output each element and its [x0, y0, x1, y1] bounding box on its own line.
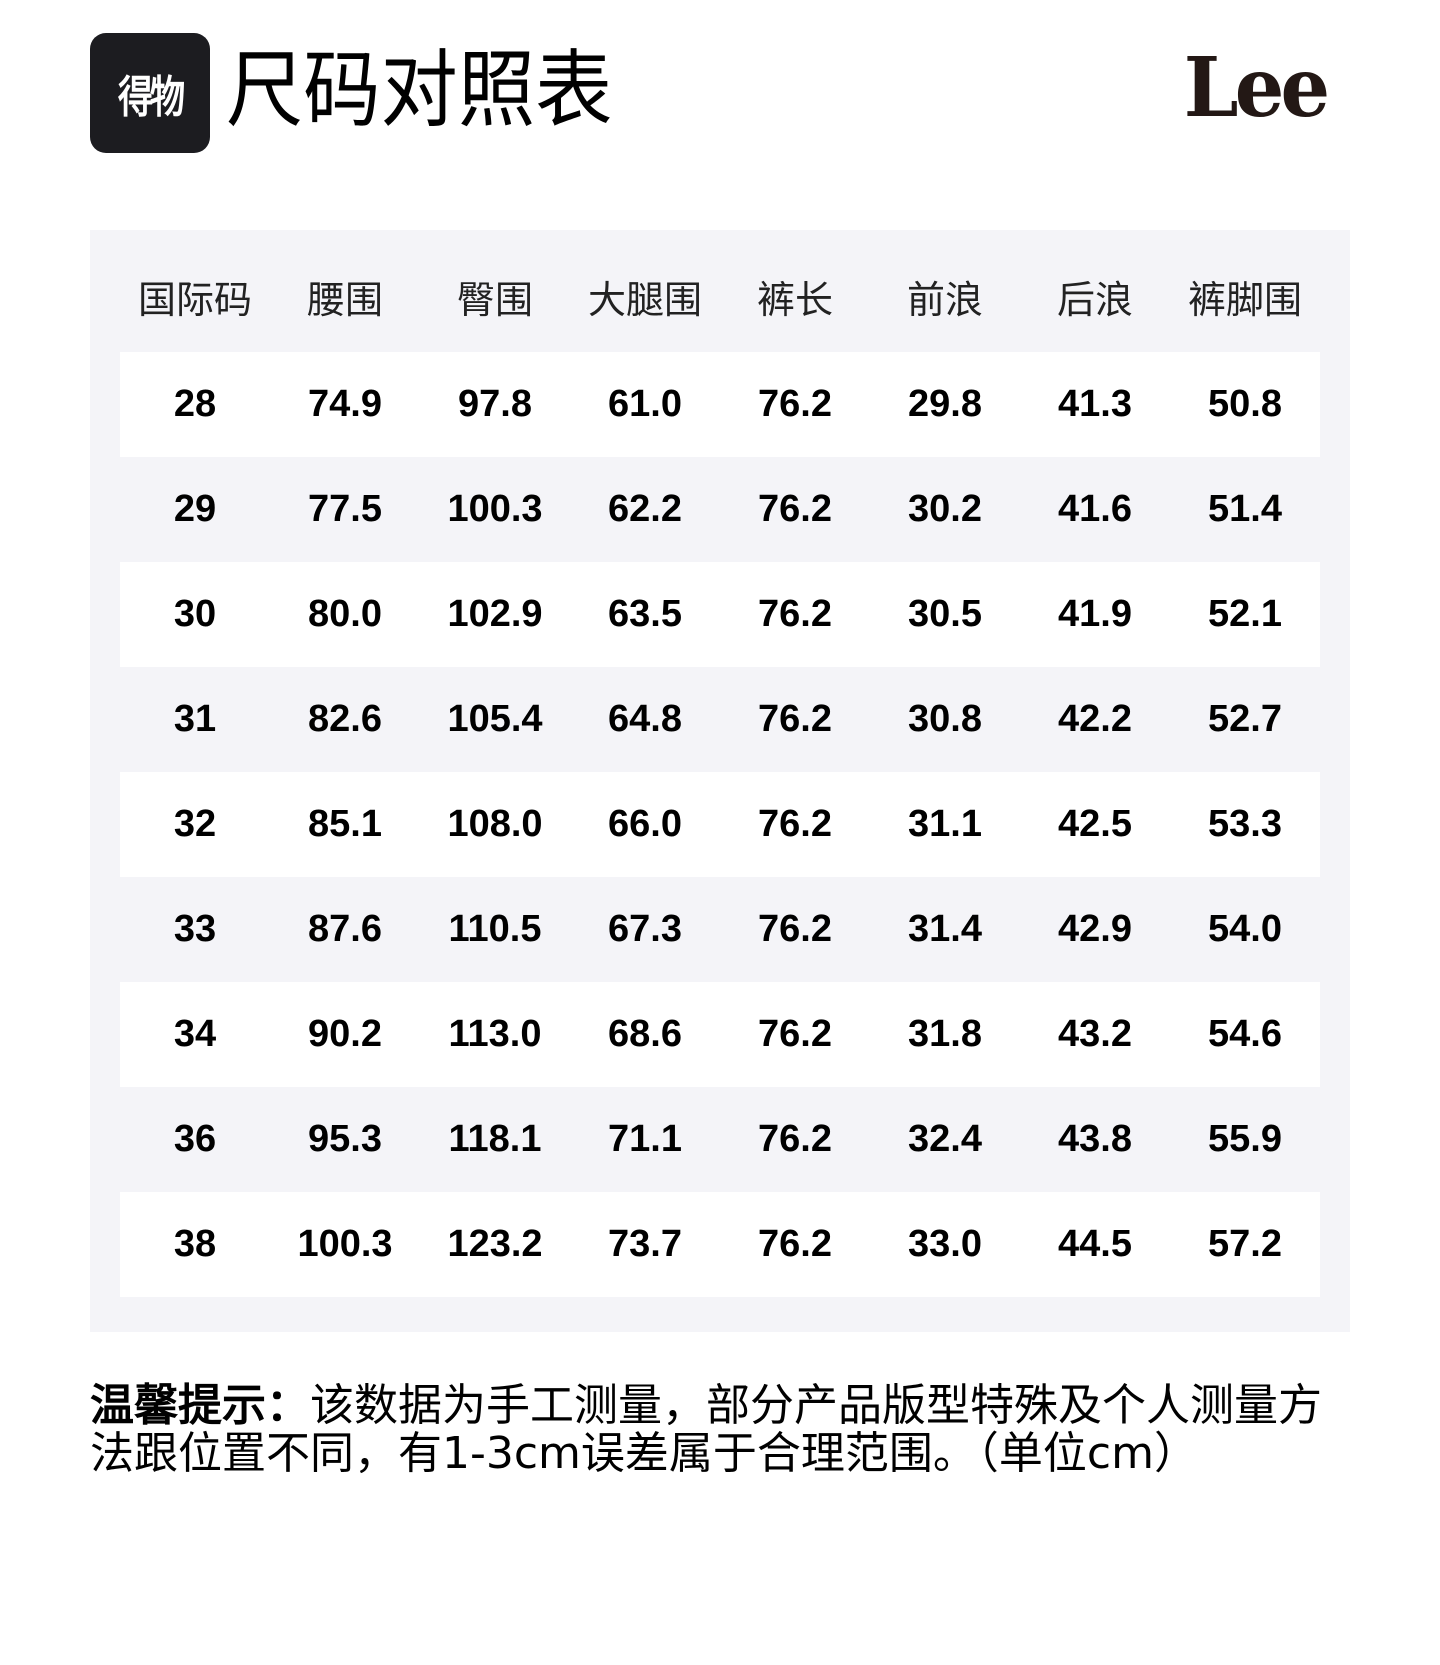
column-header: 裤长: [756, 278, 833, 322]
table-cell: 57.2: [1208, 1223, 1282, 1265]
table-cell: 31: [173, 698, 217, 740]
table-row: 28 74.9 97.8 61.0 76.2 29.8 41.3 50.8: [120, 352, 1320, 457]
table-row: 30 80.0 102.9 63.5 76.2 30.5 41.9 52.1: [120, 562, 1320, 667]
table-cell: 41.9: [1058, 593, 1132, 635]
table-cell: 52.7: [1208, 698, 1282, 740]
table-cell: 53.3: [1208, 803, 1282, 845]
table-cell: 105.4: [447, 698, 543, 740]
table-row: 29 77.5 100.3 62.2 76.2 30.2 41.6 51.4: [120, 457, 1320, 562]
table-cell: 55.9: [1208, 1118, 1282, 1160]
table-cell: 42.5: [1058, 803, 1132, 845]
table-cell: 68.6: [608, 1013, 682, 1055]
table-cell: 51.4: [1208, 488, 1282, 530]
table-row: 31 82.6 105.4 64.8 76.2 30.8 42.2 52.7: [120, 667, 1320, 772]
table-row: 36 95.3 118.1 71.1 76.2 32.4 43.8 55.9: [120, 1087, 1320, 1192]
table-cell: 66.0: [608, 803, 682, 845]
table-cell: 123.2: [447, 1223, 543, 1265]
table-cell: 33.0: [908, 1223, 982, 1265]
table-cell: 63.5: [608, 593, 682, 635]
table-cell: 41.6: [1058, 488, 1132, 530]
column-header: 腰围: [306, 278, 383, 322]
table-cell: 33: [173, 908, 217, 950]
table-cell: 76.2: [758, 593, 832, 635]
table-cell: 61.0: [608, 383, 682, 425]
table-cell: 42.9: [1058, 908, 1132, 950]
table-cell: 29: [173, 488, 217, 530]
table-cell: 62.2: [608, 488, 682, 530]
table-cell: 54.0: [1208, 908, 1282, 950]
table-cell: 97.8: [458, 383, 532, 425]
table-cell: 30.2: [908, 488, 982, 530]
brand-badge: 得物: [90, 33, 210, 153]
table-cell: 41.3: [1058, 383, 1132, 425]
column-header: 裤脚围: [1187, 278, 1302, 322]
tip-label: 温馨提示：: [90, 1380, 310, 1431]
table-cell: 64.8: [608, 698, 682, 740]
size-table: 国际码 腰围 臀围 大腿围 裤长 前浪 后浪 裤脚围 28 74.9 97.8 61.0 76.2 29…: [90, 230, 1350, 1332]
table-cell: 76.2: [758, 803, 832, 845]
table-cell: 67.3: [608, 908, 682, 950]
table-cell: 73.7: [608, 1223, 682, 1265]
column-header: 大腿围: [587, 278, 702, 322]
table-row: 38 100.3 123.2 73.7 76.2 33.0 44.5 57.2: [120, 1192, 1320, 1297]
table-cell: 76.2: [758, 488, 832, 530]
table-cell: 113.0: [448, 1013, 542, 1055]
table-cell: 76.2: [758, 1223, 832, 1265]
table-cell: 43.8: [1058, 1118, 1132, 1160]
table-cell: 31.8: [908, 1013, 982, 1055]
table-cell: 95.3: [308, 1118, 382, 1160]
table-cell: 44.5: [1058, 1223, 1132, 1265]
table-cell: 38: [173, 1223, 217, 1265]
table-cell: 50.8: [1208, 383, 1282, 425]
table-cell: 30.5: [908, 593, 982, 635]
table-cell: 76.2: [758, 1013, 832, 1055]
table-cell: 118.1: [448, 1118, 542, 1160]
table-row: 32 85.1 108.0 66.0 76.2 31.1 42.5 53.3: [120, 772, 1320, 877]
table-cell: 76.2: [758, 908, 832, 950]
table-cell: 43.2: [1058, 1013, 1132, 1055]
table-cell: 32.4: [908, 1118, 982, 1160]
column-header: 前浪: [906, 278, 983, 322]
page-title: 尺码对照表: [226, 41, 613, 139]
table-cell: 76.2: [758, 383, 832, 425]
table-cell: 36: [173, 1118, 217, 1160]
tip-note: 温馨提示：该数据为手工测量，部分产品版型特殊及个人测量方法跟位置不同，有1-3c…: [90, 1382, 1350, 1478]
table-cell: 100.3: [447, 488, 543, 530]
column-header: 臀围: [456, 278, 533, 322]
table-cell: 28: [173, 383, 217, 425]
table-cell: 30: [173, 593, 217, 635]
table-cell: 102.9: [447, 593, 543, 635]
table-cell: 90.2: [308, 1013, 382, 1055]
table-cell: 108.0: [447, 803, 543, 845]
table-row: 33 87.6 110.5 67.3 76.2 31.4 42.9 54.0: [120, 877, 1320, 982]
table-cell: 31.4: [908, 908, 982, 950]
table-row: 34 90.2 113.0 68.6 76.2 31.8 43.2 54.6: [120, 982, 1320, 1087]
table-cell: 85.1: [308, 803, 382, 845]
table-header: 国际码 腰围 臀围 大腿围 裤长 前浪 后浪 裤脚围: [120, 250, 1320, 350]
table-cell: 76.2: [758, 698, 832, 740]
table-cell: 87.6: [308, 908, 382, 950]
lee-logo: Lee: [1183, 40, 1330, 136]
table-cell: 80.0: [308, 593, 382, 635]
table-cell: 30.8: [908, 698, 982, 740]
table-cell: 71.1: [608, 1118, 682, 1160]
table-cell: 42.2: [1058, 698, 1132, 740]
table-cell: 100.3: [297, 1223, 393, 1265]
table-cell: 76.2: [758, 1118, 832, 1160]
column-header: 后浪: [1056, 278, 1133, 322]
tip-text: 该数据为手工测量，部分产品版型特殊及个人测量方法跟位置不同，有1-3cm误差属于…: [90, 1380, 1322, 1479]
table-cell: 32: [173, 803, 217, 845]
table-cell: 34: [173, 1013, 217, 1055]
table-cell: 77.5: [308, 488, 382, 530]
table-cell: 110.5: [448, 908, 542, 950]
table-cell: 82.6: [308, 698, 382, 740]
table-cell: 29.8: [908, 383, 982, 425]
table-cell: 52.1: [1208, 593, 1282, 635]
table-cell: 31.1: [908, 803, 982, 845]
table-cell: 74.9: [308, 383, 382, 425]
brand-badge-text: 得物: [118, 72, 185, 123]
column-header: 国际码: [137, 278, 252, 322]
table-cell: 54.6: [1208, 1013, 1282, 1055]
